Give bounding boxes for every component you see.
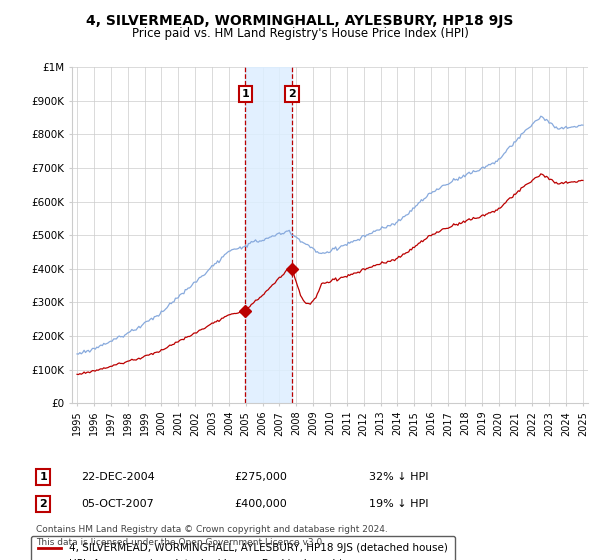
Text: £275,000: £275,000 <box>234 472 287 482</box>
Text: 05-OCT-2007: 05-OCT-2007 <box>81 499 154 509</box>
Text: 32% ↓ HPI: 32% ↓ HPI <box>369 472 428 482</box>
Text: Price paid vs. HM Land Registry's House Price Index (HPI): Price paid vs. HM Land Registry's House … <box>131 27 469 40</box>
Text: 1: 1 <box>241 89 249 99</box>
Text: 1: 1 <box>40 472 47 482</box>
Text: 22-DEC-2004: 22-DEC-2004 <box>81 472 155 482</box>
Text: Contains HM Land Registry data © Crown copyright and database right 2024.: Contains HM Land Registry data © Crown c… <box>36 525 388 534</box>
Bar <box>245 67 292 403</box>
Text: 2: 2 <box>288 89 296 99</box>
Text: 4, SILVERMEAD, WORMINGHALL, AYLESBURY, HP18 9JS: 4, SILVERMEAD, WORMINGHALL, AYLESBURY, H… <box>86 14 514 28</box>
Text: 2: 2 <box>40 499 47 509</box>
Text: This data is licensed under the Open Government Licence v3.0.: This data is licensed under the Open Gov… <box>36 538 325 547</box>
Text: £400,000: £400,000 <box>234 499 287 509</box>
Legend: 4, SILVERMEAD, WORMINGHALL, AYLESBURY, HP18 9JS (detached house), HPI: Average p: 4, SILVERMEAD, WORMINGHALL, AYLESBURY, H… <box>31 536 455 560</box>
Text: 19% ↓ HPI: 19% ↓ HPI <box>369 499 428 509</box>
